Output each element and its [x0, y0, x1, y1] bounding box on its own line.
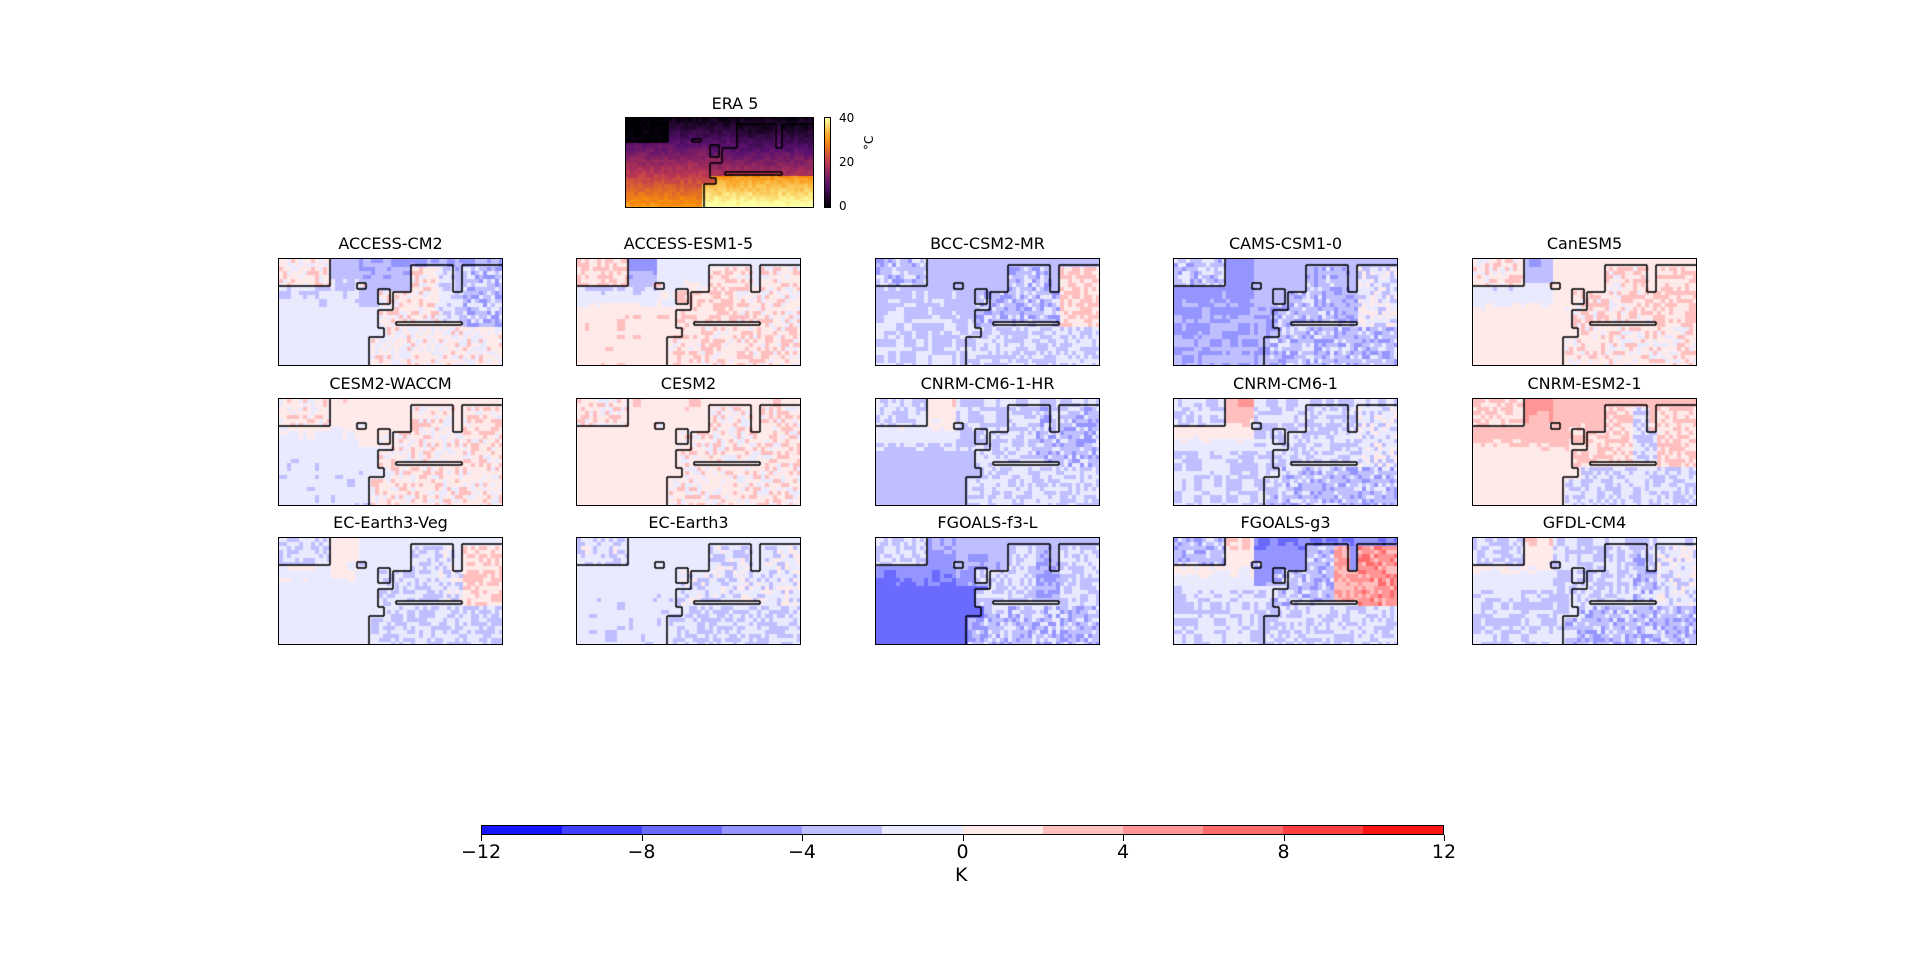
colorbar-tick-mark	[962, 835, 964, 841]
colorbar-segment	[642, 826, 725, 834]
colorbar-segment	[1202, 826, 1285, 834]
colorbar-tick-mark	[802, 835, 803, 841]
colorbar-segment	[1362, 826, 1443, 834]
colorbar-segment	[482, 826, 564, 834]
panel-title: CESM2-WACCM	[329, 374, 452, 393]
panel-title: EC-Earth3-Veg	[333, 513, 448, 532]
bias-map	[1173, 258, 1398, 366]
colorbar-tick-label: 12	[1431, 841, 1457, 863]
bias-map	[1173, 537, 1398, 645]
colorbar-segment	[562, 826, 645, 834]
panel-title: CESM2	[660, 374, 717, 393]
colorbar-segment	[882, 826, 965, 834]
bias-map	[875, 258, 1100, 366]
panel-title: CAMS-CSM1-0	[1228, 234, 1343, 253]
bias-colorbar-label: K	[955, 864, 968, 886]
colorbar-tick-label: 4	[1116, 841, 1130, 863]
panel-title: CNRM-ESM2-1	[1527, 374, 1642, 393]
bias-map	[1472, 258, 1697, 366]
colorbar-tick-mark	[641, 835, 643, 841]
colorbar-tick-mark	[1283, 835, 1285, 841]
era5-map	[625, 117, 814, 208]
era5-cbar-tick-20: 20	[839, 155, 855, 169]
era5-cbar-tick-0: 0	[839, 199, 847, 213]
colorbar-segment	[722, 826, 805, 834]
colorbar-tick-label: −4	[787, 841, 816, 863]
era5-colorbar	[824, 117, 831, 208]
bias-map	[875, 537, 1100, 645]
colorbar-tick-mark	[1444, 835, 1445, 841]
panel-title: EC-Earth3	[648, 513, 729, 532]
colorbar-segment	[802, 826, 885, 834]
colorbar-tick-label: −12	[461, 841, 502, 863]
panel-title: CanESM5	[1546, 234, 1623, 253]
colorbar-tick-label: 0	[956, 841, 969, 863]
bias-map	[576, 537, 801, 645]
bias-map	[278, 537, 503, 645]
era5-title: ERA 5	[711, 94, 759, 113]
bias-map	[1173, 398, 1398, 506]
colorbar-segment	[1122, 826, 1205, 834]
bias-map	[278, 398, 503, 506]
colorbar-segment	[962, 826, 1045, 834]
colorbar-tick-mark	[1123, 835, 1124, 841]
panel-title: FGOALS-g3	[1240, 513, 1331, 532]
panel-title: FGOALS-f3-L	[937, 513, 1038, 532]
bias-map	[875, 398, 1100, 506]
panel-title: ACCESS-CM2	[338, 234, 443, 253]
colorbar-tick-label: −8	[627, 841, 656, 863]
bias-colorbar	[481, 825, 1444, 835]
era5-cbar-unit: °C	[862, 135, 876, 150]
panel-title: CNRM-CM6-1-HR	[920, 374, 1055, 393]
colorbar-segment	[1282, 826, 1365, 834]
panel-title: CNRM-CM6-1	[1233, 374, 1338, 393]
colorbar-tick-label: 8	[1277, 841, 1290, 863]
panel-title: GFDL-CM4	[1542, 513, 1627, 532]
bias-map	[576, 398, 801, 506]
era5-cbar-tick-40: 40	[839, 111, 855, 125]
panel-title: ACCESS-ESM1-5	[623, 234, 754, 253]
bias-map	[1472, 537, 1697, 645]
bias-map	[278, 258, 503, 366]
colorbar-tick-mark	[481, 835, 482, 841]
bias-map	[1472, 398, 1697, 506]
colorbar-segment	[1042, 826, 1125, 834]
bias-map	[576, 258, 801, 366]
panel-title: BCC-CSM2-MR	[930, 234, 1045, 253]
